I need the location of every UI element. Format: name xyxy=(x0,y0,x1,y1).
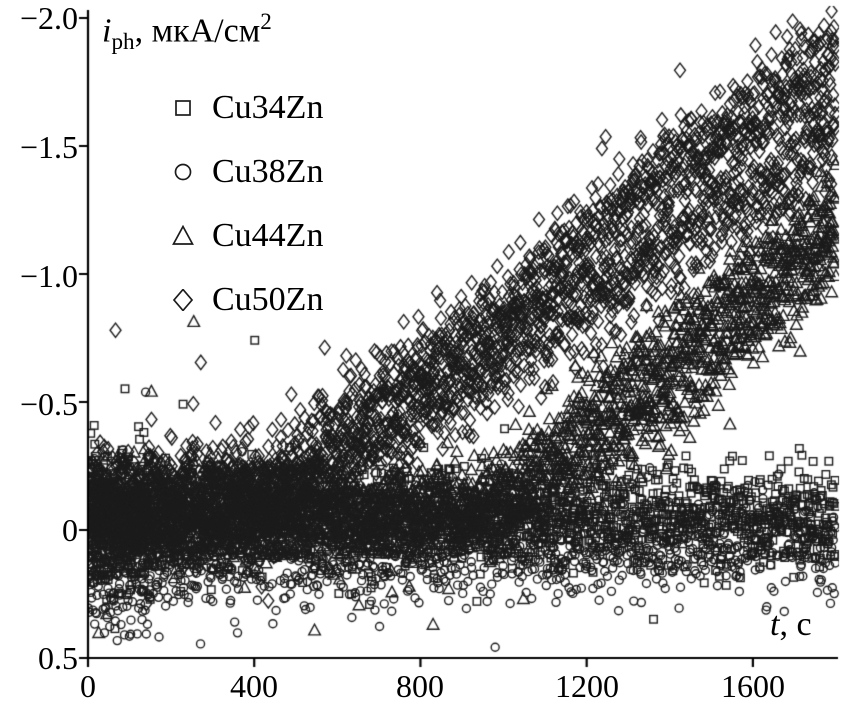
y-axis-superscript: 2 xyxy=(260,9,272,35)
x-axis-symbol: t xyxy=(770,606,780,643)
x-tick-label: 800 xyxy=(396,668,444,704)
y-tick-label: −1.0 xyxy=(19,258,78,294)
square-marker-icon xyxy=(175,100,191,116)
legend-label: Cu50Zn xyxy=(212,281,324,318)
x-tick-label: 400 xyxy=(230,668,278,704)
y-tick-label: −1.5 xyxy=(19,129,78,165)
y-axis-symbol: i xyxy=(102,12,112,50)
y-tick-label: 0 xyxy=(62,512,78,548)
x-axis-unit: , с xyxy=(779,606,812,643)
legend-item-cu50zn: Cu50Zn xyxy=(172,280,323,320)
x-tick-label: 1600 xyxy=(721,668,785,704)
legend-label: Cu34Zn xyxy=(212,89,324,126)
x-tick-label: 0 xyxy=(80,668,96,704)
legend-item-cu44zn: Cu44Zn xyxy=(172,216,323,256)
y-tick-label: 0.5 xyxy=(38,640,78,676)
legend-label: Cu44Zn xyxy=(212,217,324,254)
x-tick-label: 1200 xyxy=(555,668,619,704)
y-axis-subscript: ph xyxy=(111,29,135,56)
y-axis-unit: , мкА/см xyxy=(134,12,261,50)
legend-item-cu34zn: Cu34Zn xyxy=(172,88,323,128)
legend: Cu34Zn Cu38Zn Cu44Zn Cu50Zn xyxy=(172,88,323,344)
x-axis-label: t, с xyxy=(770,606,812,644)
y-tick-label: −2.0 xyxy=(19,0,78,36)
legend-item-cu38zn: Cu38Zn xyxy=(172,152,323,192)
y-axis-label: iph, мкА/см2 xyxy=(102,2,272,62)
legend-label: Cu38Zn xyxy=(212,153,324,190)
diamond-marker-icon xyxy=(172,289,194,311)
triangle-marker-icon xyxy=(172,225,194,245)
circle-marker-icon xyxy=(174,163,192,181)
y-tick-label: −0.5 xyxy=(19,386,78,422)
